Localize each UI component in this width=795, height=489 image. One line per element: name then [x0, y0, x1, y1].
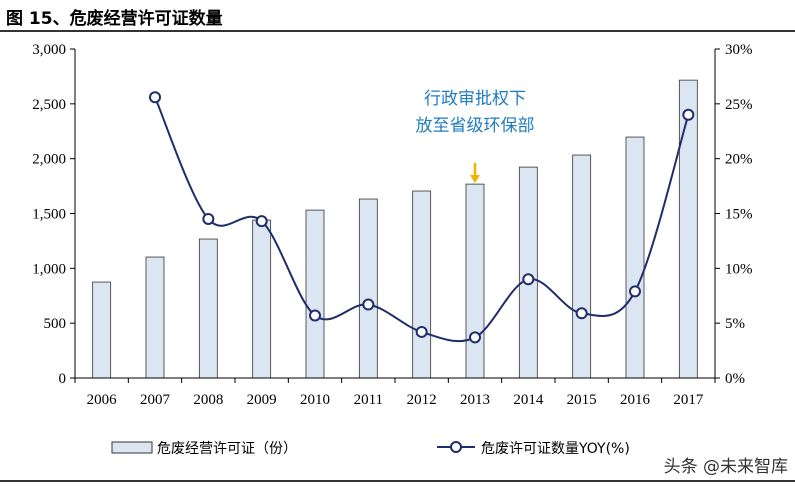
bar-2015: [572, 154, 592, 379]
watermark: 头条 @未来智库: [664, 457, 788, 477]
x-tick-label: 2006: [87, 392, 118, 408]
yoy-point-2009: [255, 215, 268, 228]
right-tick-label: 30%: [725, 42, 753, 58]
yoy-point-2012: [415, 325, 428, 338]
left-tick-label: 2,500: [32, 97, 66, 113]
bar-2009: [252, 219, 272, 379]
annotation-arrowhead: [470, 175, 480, 183]
x-tick-label: 2011: [354, 392, 383, 408]
right-tick-label: 10%: [725, 261, 753, 277]
yoy-point-2015: [575, 307, 588, 320]
bar-2016: [625, 136, 645, 379]
bar-2006: [92, 281, 112, 379]
legend-bar-label: 危废经营许可证（份）: [157, 441, 297, 457]
yoy-point-2008: [202, 212, 215, 225]
bottom-divider: [0, 480, 795, 482]
legend-line-marker: [450, 441, 462, 453]
left-tick-label: 2,000: [32, 152, 66, 168]
x-tick-label: 2017: [673, 392, 704, 408]
x-tick-label: 2013: [460, 392, 490, 408]
x-tick-label: 2007: [140, 392, 171, 408]
bar-2017: [678, 79, 698, 379]
x-tick-label: 2014: [513, 392, 544, 408]
yoy-point-2017: [682, 108, 695, 121]
yoy-point-2016: [629, 285, 641, 298]
top-divider: [0, 30, 795, 32]
yoy-point-2011: [362, 298, 375, 311]
right-tick-label: 15%: [725, 207, 753, 223]
left-tick-label: 500: [44, 316, 67, 332]
right-tick-label: 20%: [725, 152, 753, 168]
bar-2011: [358, 198, 378, 379]
bar-2007: [145, 256, 165, 379]
left-tick-label: 3,000: [32, 42, 66, 58]
left-tick-label: 0: [59, 371, 67, 387]
bar-2008: [198, 238, 218, 379]
bar-2014: [518, 166, 538, 379]
yoy-point-2014: [522, 273, 535, 286]
x-tick-label: 2010: [300, 392, 330, 408]
yoy-point-2007: [149, 91, 161, 104]
legend-line-label: 危废许可证数量YOY(%): [481, 441, 630, 457]
x-tick-label: 2009: [247, 392, 277, 408]
right-tick-label: 5%: [725, 316, 745, 332]
bar-2010: [305, 209, 325, 379]
x-tick-label: 2015: [567, 392, 597, 408]
left-tick-label: 1,500: [32, 207, 66, 223]
x-tick-label: 2008: [193, 392, 223, 408]
right-tick-label: 25%: [725, 97, 753, 113]
annotation-text: 放至省级环保部: [416, 116, 535, 136]
figure-title: 图 15、危废经营许可证数量: [6, 9, 223, 29]
annotation-text: 行政审批权下: [424, 89, 526, 109]
legend-bar-swatch: [111, 441, 153, 454]
bar-2012: [412, 190, 432, 379]
left-tick-label: 1,000: [32, 261, 66, 277]
right-tick-label: 0%: [725, 371, 745, 387]
x-tick-label: 2012: [407, 392, 437, 408]
yoy-point-2013: [469, 331, 481, 344]
bar-2013: [465, 183, 485, 379]
x-tick-label: 2016: [620, 392, 651, 408]
yoy-point-2010: [309, 309, 321, 322]
